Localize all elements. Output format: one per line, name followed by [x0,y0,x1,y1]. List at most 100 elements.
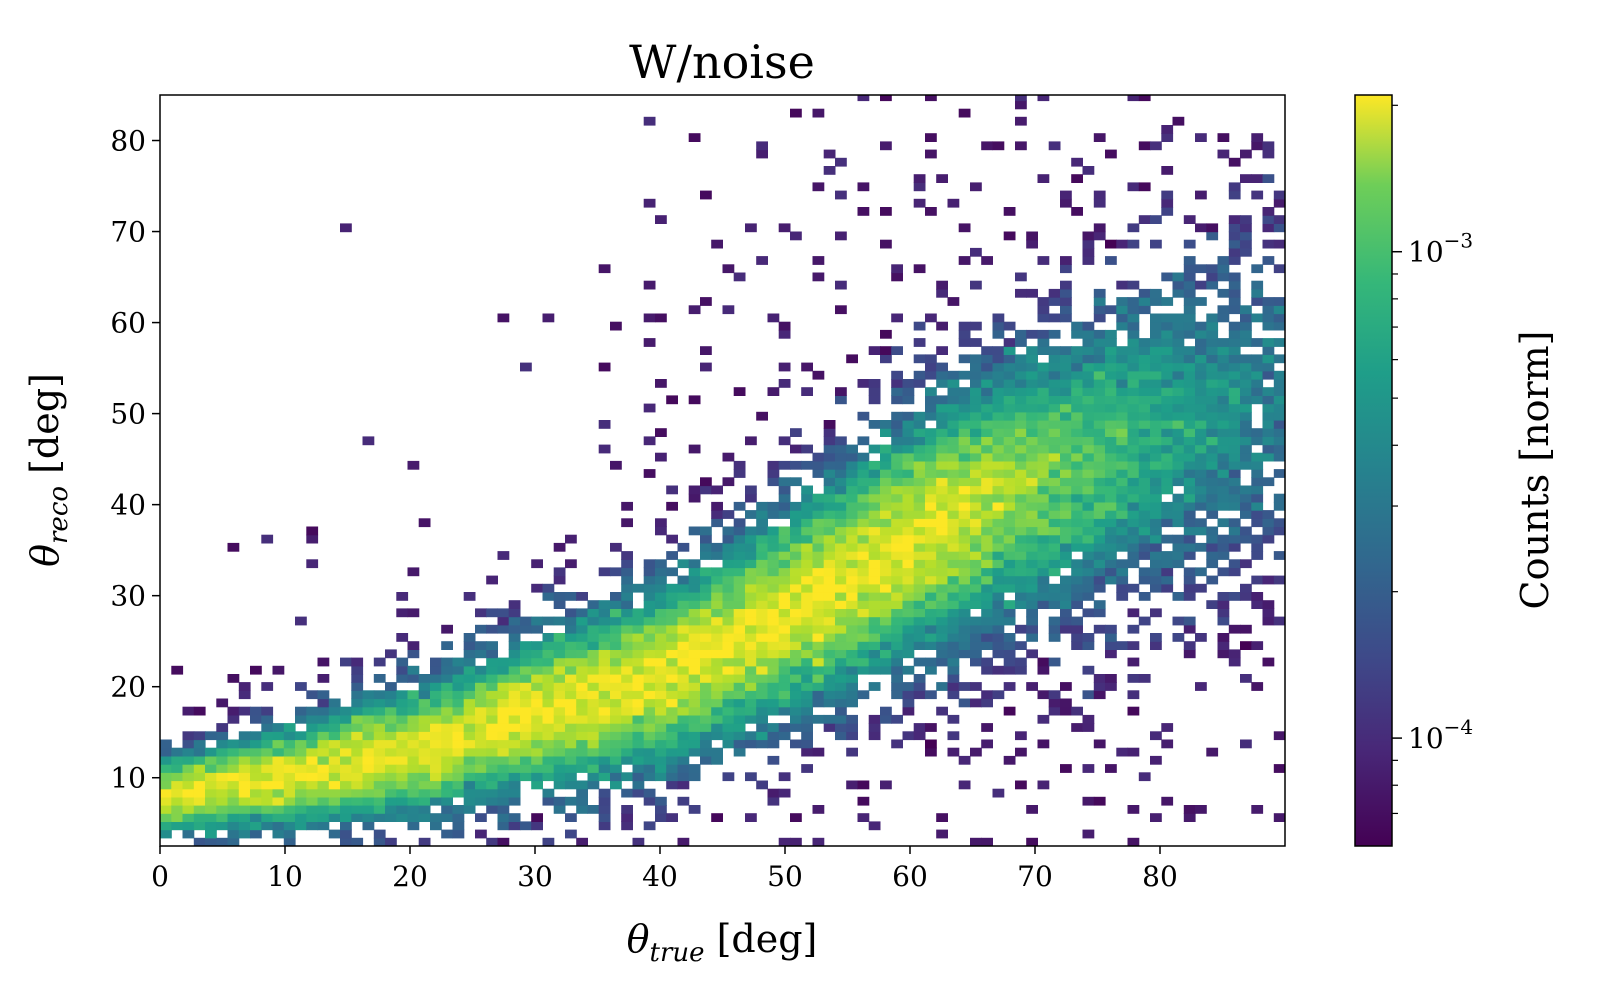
heatmap-cell [778,608,791,618]
heatmap-cell [441,829,453,839]
heatmap-cell [801,362,813,372]
heatmap-cell [576,616,588,626]
heatmap-cell [542,583,555,593]
heatmap-cell [868,551,881,560]
heatmap-cell [913,534,926,544]
heatmap-cell [1228,321,1241,331]
heatmap-cell [1060,764,1072,773]
heatmap-cell [1026,411,1038,421]
heatmap-cell [1228,346,1241,355]
heatmap-cell [1183,575,1196,585]
heatmap-cell [621,551,633,560]
heatmap-cell [1082,690,1095,700]
heatmap-cell [1228,526,1241,536]
heatmap-cell [1071,575,1083,585]
heatmap-cell [1015,288,1027,298]
heatmap-cell [430,657,442,667]
heatmap-cell [778,674,791,683]
heatmap-cell [1172,321,1185,331]
heatmap-cell [1093,460,1106,470]
heatmap-cell [1251,493,1264,503]
heatmap-cell [396,805,409,814]
heatmap-cell [1161,207,1174,216]
heatmap-cell [745,559,757,569]
heatmap-cell [1172,469,1185,478]
heatmap-cell [880,469,892,478]
heatmap-cell [1037,690,1050,700]
heatmap-cell [925,747,937,757]
heatmap-cell [531,772,543,782]
heatmap-cell [205,747,217,757]
heatmap-cell [970,624,982,634]
heatmap-cell [587,690,600,700]
heatmap-cell [812,542,825,552]
heatmap-cell [1183,297,1196,306]
heatmap-cell [688,805,701,814]
heatmap-cell [1082,395,1095,405]
heatmap-cell [1206,575,1219,585]
heatmap-cell [1093,559,1106,569]
heatmap-cell [655,428,667,437]
heatmap-cell [362,747,375,757]
heatmap-cell [756,616,768,626]
heatmap-cell [1138,469,1151,478]
heatmap-cell [238,747,251,757]
heatmap-cell [182,731,195,741]
heatmap-cell [1071,403,1083,413]
heatmap-cell [587,723,600,732]
heatmap-cell [621,559,633,569]
heatmap-cell [497,788,510,798]
heatmap-cell [711,706,723,716]
heatmap-cell [688,395,701,405]
heatmap-cell [947,477,960,487]
heatmap-cell [610,460,622,470]
heatmap-cell [1037,583,1050,593]
heatmap-cell [992,452,1005,462]
heatmap-cell [1060,198,1072,208]
heatmap-cell [958,518,971,528]
heatmap-cell [632,608,645,618]
heatmap-cell [1273,313,1285,323]
heatmap-cell [1060,510,1072,519]
heatmap-cell [250,813,262,822]
heatmap-cell [947,616,960,626]
heatmap-cell [1172,280,1185,290]
heatmap-cell [1172,616,1185,626]
heatmap-cell [812,592,825,601]
heatmap-cell [778,379,791,388]
heatmap-cell [1195,444,1207,454]
heatmap-cell [340,764,352,773]
heatmap-cell [733,747,746,757]
heatmap-cell [306,747,319,757]
heatmap-cell [666,772,678,782]
heatmap-cell [430,788,442,798]
heatmap-cell [767,469,780,478]
heatmap-cell [1093,452,1106,462]
heatmap-cell [452,829,465,839]
heatmap-cell [1262,370,1275,380]
heatmap-cell [553,674,566,683]
heatmap-cell [1138,444,1151,454]
heatmap-cell [205,731,217,741]
heatmap-cell [407,747,420,757]
heatmap-cell [936,485,948,495]
heatmap-cell [250,772,262,782]
heatmap-cell [992,575,1005,585]
heatmap-cell [666,764,678,773]
heatmap-cell [508,674,521,683]
heatmap-cell [767,510,780,519]
heatmap-cell [711,755,723,765]
heatmap-cell [621,739,633,749]
heatmap-cell [531,813,543,822]
heatmap-cell [1071,362,1083,372]
heatmap-cell [1060,411,1072,421]
heatmap-cell [261,772,274,782]
heatmap-cell [790,592,802,601]
heatmap-cell [216,780,229,790]
heatmap-cell [250,829,262,839]
heatmap-cell [587,682,600,691]
heatmap-cell [1037,452,1050,462]
heatmap-cell [835,510,847,519]
heatmap-cell [902,706,915,716]
heatmap-cell [1026,567,1038,577]
